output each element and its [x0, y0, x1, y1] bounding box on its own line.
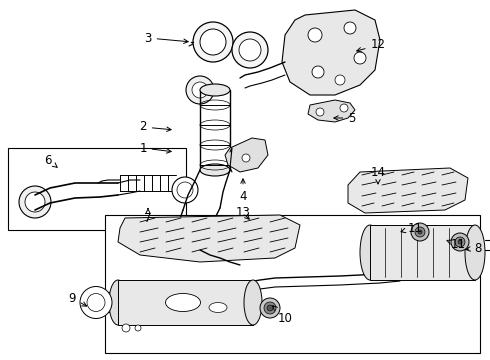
Text: 6: 6: [44, 153, 57, 167]
Circle shape: [260, 298, 280, 318]
Ellipse shape: [200, 84, 230, 96]
Text: 11: 11: [401, 221, 422, 234]
Circle shape: [80, 287, 112, 319]
Circle shape: [316, 108, 324, 116]
Ellipse shape: [244, 280, 262, 325]
Text: 11: 11: [447, 238, 465, 252]
Circle shape: [340, 104, 348, 112]
Polygon shape: [225, 138, 268, 172]
Circle shape: [186, 76, 214, 104]
Circle shape: [264, 302, 276, 314]
Circle shape: [451, 233, 469, 251]
Ellipse shape: [209, 302, 227, 312]
Circle shape: [415, 227, 425, 237]
Circle shape: [232, 32, 268, 68]
Circle shape: [172, 177, 198, 203]
Circle shape: [308, 28, 322, 42]
Ellipse shape: [360, 225, 380, 280]
Circle shape: [455, 237, 465, 247]
Ellipse shape: [465, 225, 485, 280]
Text: 2: 2: [139, 121, 171, 134]
Circle shape: [135, 325, 141, 331]
Circle shape: [200, 29, 226, 55]
Circle shape: [193, 22, 233, 62]
Ellipse shape: [166, 293, 200, 311]
Polygon shape: [348, 168, 468, 213]
Text: 13: 13: [236, 207, 250, 220]
Bar: [370, 225, 475, 280]
Bar: [8, 148, 186, 230]
Ellipse shape: [200, 164, 230, 176]
Text: 4: 4: [239, 179, 247, 202]
Text: 7: 7: [144, 208, 152, 225]
Circle shape: [335, 75, 345, 85]
Circle shape: [19, 186, 51, 218]
Circle shape: [458, 240, 462, 244]
Text: 14: 14: [370, 166, 386, 184]
Circle shape: [25, 192, 45, 212]
Circle shape: [122, 324, 130, 332]
Circle shape: [192, 82, 208, 98]
Circle shape: [239, 39, 261, 61]
Text: 9: 9: [68, 292, 87, 306]
Polygon shape: [118, 215, 300, 262]
Circle shape: [354, 52, 366, 64]
Circle shape: [312, 66, 324, 78]
Bar: [105, 215, 480, 353]
Ellipse shape: [109, 280, 127, 325]
Polygon shape: [308, 100, 355, 122]
Circle shape: [418, 230, 422, 234]
Text: 3: 3: [145, 31, 188, 45]
Polygon shape: [282, 10, 380, 95]
Text: 1: 1: [139, 141, 171, 154]
Bar: [118, 280, 253, 325]
Text: 12: 12: [357, 39, 386, 52]
Circle shape: [344, 22, 356, 34]
Circle shape: [267, 305, 273, 311]
Circle shape: [242, 154, 250, 162]
Text: 8: 8: [466, 242, 482, 255]
Text: 10: 10: [273, 306, 293, 324]
Circle shape: [411, 223, 429, 241]
Text: 5: 5: [334, 112, 356, 125]
